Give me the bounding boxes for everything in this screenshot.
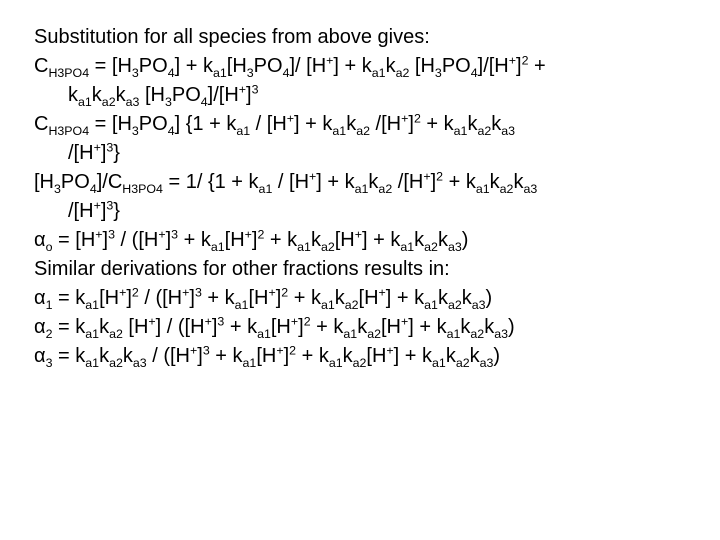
line-similar: Similar derivations for other fractions …	[34, 256, 686, 283]
line-alpha2: α2 = ka1ka2 [H+] / ([H+]3 + ka1[H+]2 + k…	[34, 314, 686, 341]
line-ratio-a: [H3PO4]/CH3PO4 = 1/ {1 + ka1 / [H+] + ka…	[34, 169, 686, 196]
line-c-eq2-a: CH3PO4 = [H3PO4] {1 + ka1 / [H+] + ka1ka…	[34, 111, 686, 138]
line-c-eq1-a: CH3PO4 = [H3PO4] + ka1[H3PO4]/ [H+] + ka…	[34, 53, 686, 80]
line-alpha3: α3 = ka1ka2ka3 / ([H+]3 + ka1[H+]2 + ka1…	[34, 343, 686, 370]
line-ratio-b: /[H+]3}	[34, 198, 686, 225]
line-c-eq2-b: /[H+]3}	[34, 140, 686, 167]
line-intro: Substitution for all species from above …	[34, 24, 686, 51]
line-alpha1: α1 = ka1[H+]2 / ([H+]3 + ka1[H+]2 + ka1k…	[34, 285, 686, 312]
line-alpha0: αo = [H+]3 / ([H+]3 + ka1[H+]2 + ka1ka2[…	[34, 227, 686, 254]
line-c-eq1-b: ka1ka2ka3 [H3PO4]/[H+]3	[34, 82, 686, 109]
slide-body: Substitution for all species from above …	[0, 0, 720, 396]
